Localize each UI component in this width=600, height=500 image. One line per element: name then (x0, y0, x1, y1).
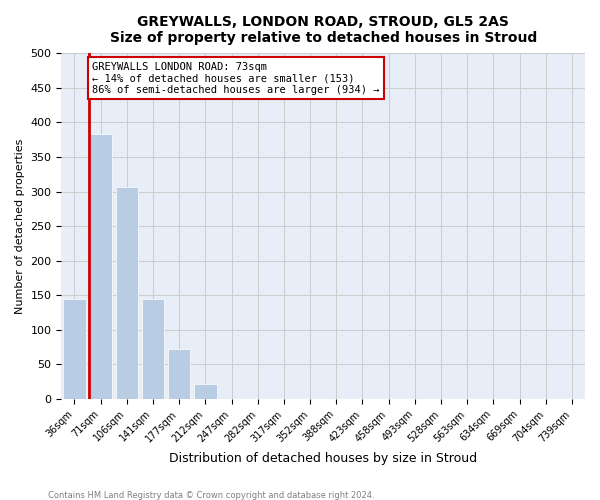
Title: GREYWALLS, LONDON ROAD, STROUD, GL5 2AS
Size of property relative to detached ho: GREYWALLS, LONDON ROAD, STROUD, GL5 2AS … (110, 15, 537, 45)
Bar (116, 187, 138, 399)
Bar (89, 134, 112, 399)
X-axis label: Distribution of detached houses by size in Stroud: Distribution of detached houses by size … (169, 452, 477, 465)
Text: Contains HM Land Registry data © Crown copyright and database right 2024.: Contains HM Land Registry data © Crown c… (48, 490, 374, 500)
Bar (168, 349, 190, 399)
Text: GREYWALLS LONDON ROAD: 73sqm
← 14% of detached houses are smaller (153)
86% of s: GREYWALLS LONDON ROAD: 73sqm ← 14% of de… (92, 62, 380, 95)
Bar (194, 384, 217, 399)
Y-axis label: Number of detached properties: Number of detached properties (15, 138, 25, 314)
Bar (64, 300, 86, 399)
Bar (142, 300, 164, 399)
